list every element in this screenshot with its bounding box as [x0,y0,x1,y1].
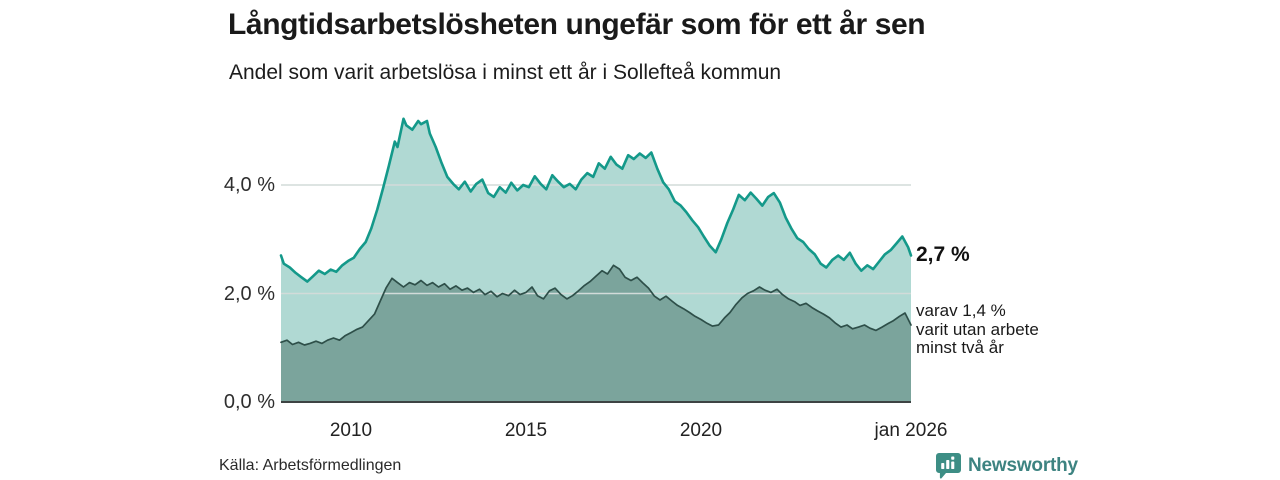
x-tick-label: 2010 [329,420,373,441]
y-tick-label: 4,0 % [223,174,275,196]
annotation-line-1: varav 1,4 % [916,301,1006,320]
y-tick-label: 0,0 % [223,391,275,413]
x-tick-label: 2015 [504,420,548,441]
newsworthy-bubble-chart-icon [936,452,961,479]
newsworthy-logo[interactable]: Newsworthy [936,452,1078,479]
newsworthy-wordmark: Newsworthy [968,454,1078,476]
annotation-line-3: minst två år [916,338,1004,357]
series-line-1 [280,264,912,346]
two-year-annotation: varav 1,4 % varit utan arbete minst två … [916,301,1039,358]
x-tick-label: jan 2026 [874,420,948,441]
series-line-0 [279,117,913,283]
x-tick-label: 2020 [679,420,723,441]
source-credit: Källa: Arbetsförmedlingen [219,457,402,474]
annotation-line-2: varit utan arbete [916,319,1039,339]
page-title: Långtidsarbetslösheten ungefär som för e… [228,8,926,41]
page-subtitle: Andel som varit arbetslösa i minst ett å… [229,61,782,84]
area-fill-series-1 [281,265,911,402]
latest-value-label: 2,7 % [916,243,970,266]
y-tick-label: 2,0 % [223,282,275,305]
